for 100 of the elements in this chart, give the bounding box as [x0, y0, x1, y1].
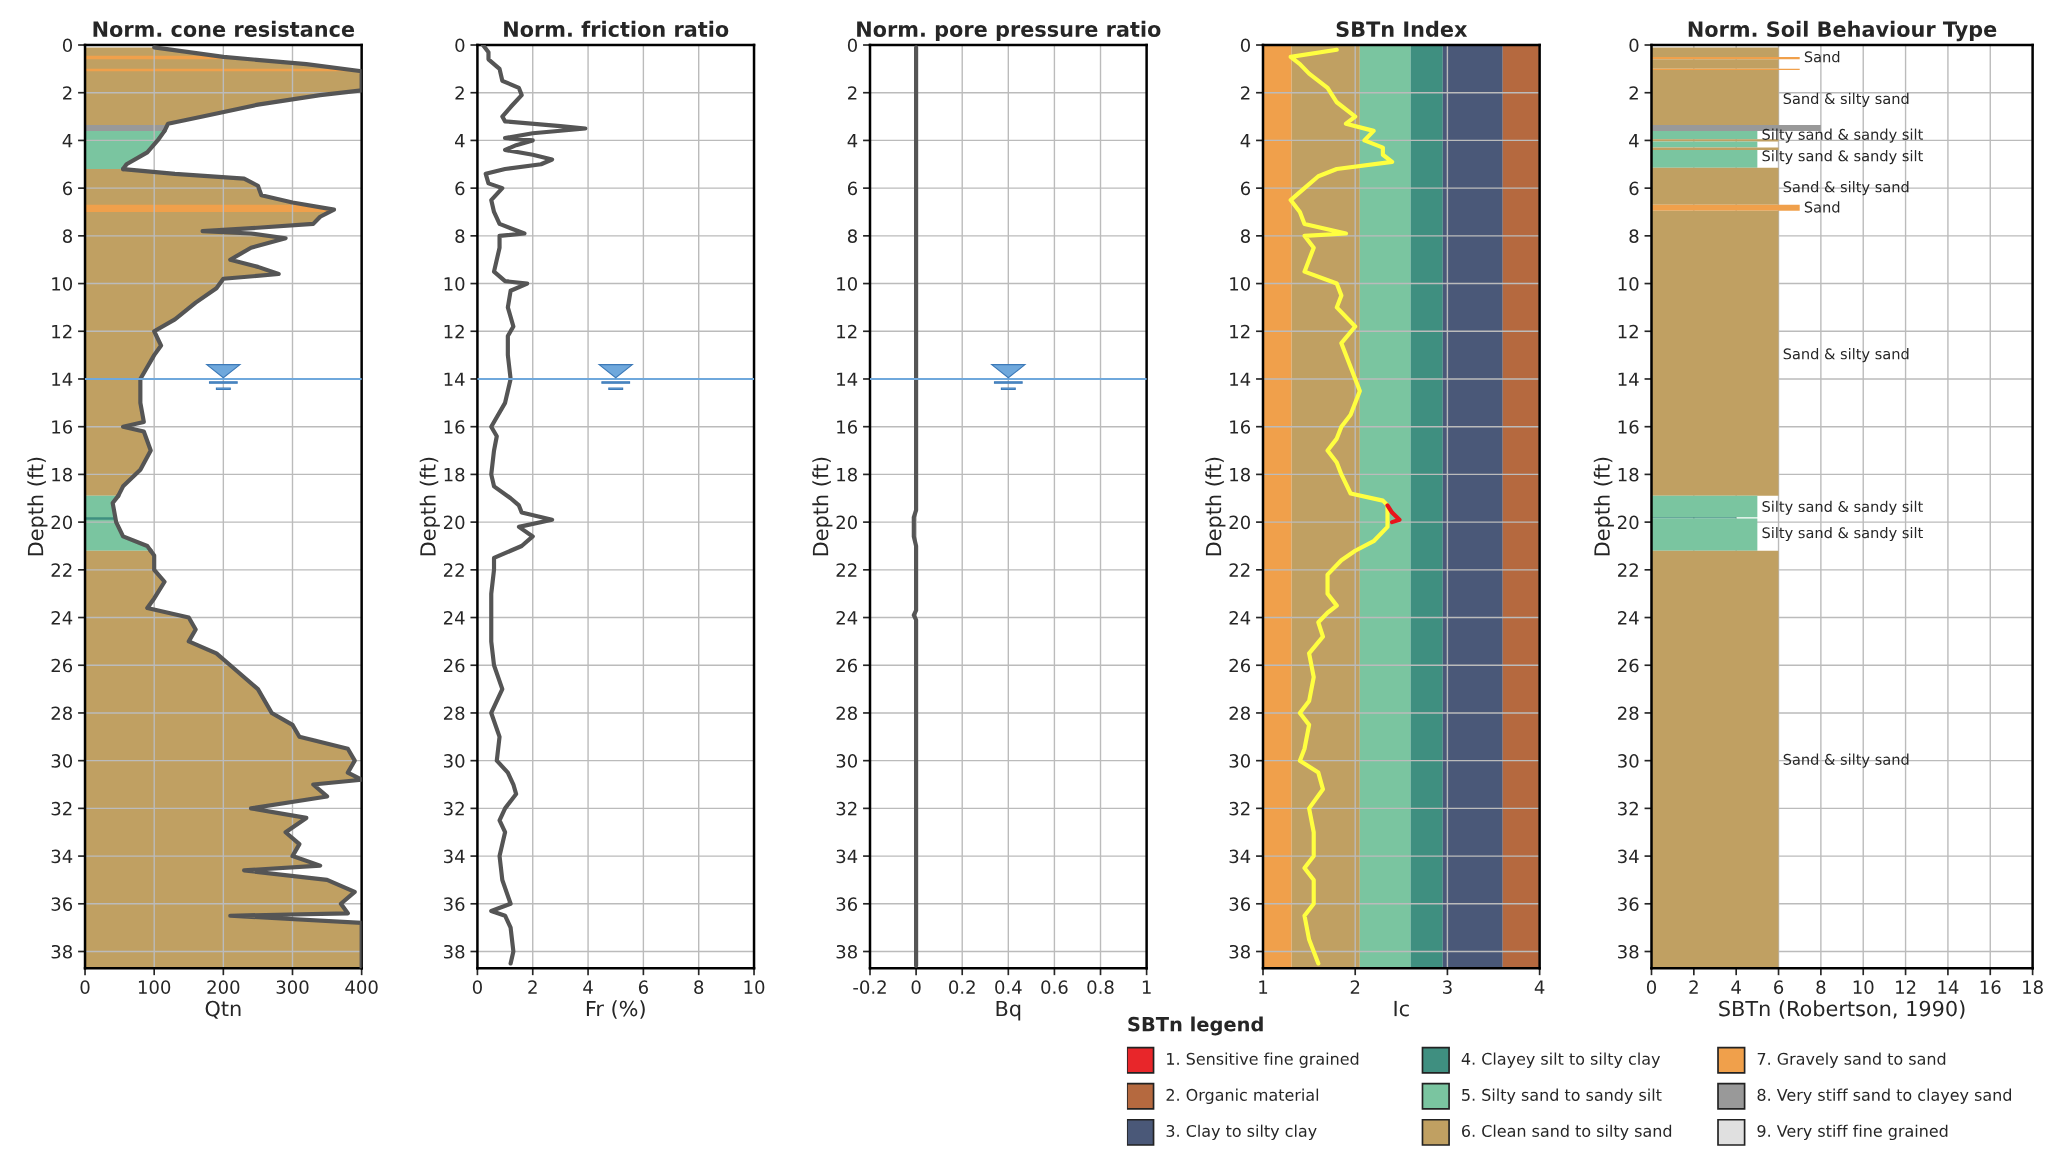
y-tick-label: 8	[455, 229, 465, 243]
y-tick-label: 8	[1629, 229, 1639, 243]
y-tick-label: 24	[836, 610, 858, 625]
y-tick-label: 0	[847, 38, 857, 53]
y-tick-label: 32	[836, 801, 857, 816]
annotation: Silty sand & sandy silt	[1762, 500, 1923, 515]
y-tick-label: 34	[1618, 849, 1639, 864]
y-tick-label: 24	[51, 610, 73, 625]
annotation: Silty sand & sandy silt	[1762, 526, 1923, 542]
category-label: 6. Clean sand to silty sand	[1462, 1124, 1672, 1141]
chart-title: Norm. Soil Behaviour Type	[1688, 20, 1997, 42]
y-tick-label: 38	[444, 944, 465, 959]
y-tick-label: 28	[51, 706, 72, 721]
x-tick-label: 18	[2023, 980, 2043, 994]
x-tick-label: 4	[583, 980, 593, 994]
x-tick-label: 0	[911, 980, 921, 994]
y-tick-label: 2	[848, 86, 857, 100]
y-tick-label: 36	[444, 897, 465, 911]
y-tick-label: 6	[63, 181, 73, 196]
x-tick-label: 0.8	[1087, 980, 1114, 994]
y-tick-label: 30	[1229, 754, 1250, 768]
chart-title: Norm. cone resistance	[93, 20, 355, 37]
y-axis-title: Depth (ft)	[812, 457, 833, 556]
y-tick-label: 18	[837, 467, 857, 482]
y-tick-label: 32	[51, 801, 72, 816]
y-tick-label: 2	[1629, 86, 1638, 100]
x-tick-label: 300	[276, 980, 309, 994]
y-tick-label: 16	[52, 420, 73, 434]
y-tick-label: 6	[455, 181, 465, 196]
y-tick-label: 18	[52, 467, 72, 482]
x-tick-label: 16	[1980, 980, 2001, 994]
category-label: 5. Silty sand to sandy silt	[1462, 1088, 1662, 1105]
x-tick-label: 4	[1534, 980, 1545, 994]
y-tick-label: 10	[1618, 277, 1639, 291]
y-tick-label: 2	[63, 86, 72, 100]
category-label: 4. Clayey silt to silty clay	[1461, 1052, 1661, 1068]
x-tick-label: 10	[1853, 980, 1874, 994]
x-tick-label: 0	[1646, 980, 1657, 994]
y-tick-label: 16	[1230, 420, 1251, 434]
x-tick-label: 400	[345, 980, 378, 994]
y-tick-label: 0	[1629, 38, 1639, 53]
y-tick-label: 4	[62, 134, 73, 148]
category-label: 7. Gravely sand to sand	[1757, 1052, 1946, 1068]
y-tick-label: 20	[51, 515, 73, 530]
y-tick-label: 30	[1618, 754, 1639, 768]
y-tick-label: 20	[1229, 515, 1250, 530]
y-tick-label: 28	[1229, 706, 1250, 721]
x-tick-label: 6	[638, 980, 648, 994]
category-label: 3. Clay to silty clay	[1166, 1124, 1317, 1141]
y-tick-label: 6	[847, 181, 858, 196]
y-tick-label: 4	[1629, 134, 1639, 148]
y-tick-label: 20	[443, 515, 465, 530]
y-tick-label: 18	[1230, 467, 1250, 482]
category-label: 2. Organic material	[1166, 1088, 1319, 1105]
y-tick-label: 34	[836, 849, 858, 864]
y-tick-label: 22	[443, 563, 464, 577]
y-tick-label: 36	[1618, 897, 1639, 911]
y-tick-label: 14	[52, 372, 73, 386]
y-tick-label: 36	[836, 897, 858, 911]
x-tick-label: 10	[744, 980, 765, 994]
chart-title: Norm. pore pressure ratio	[857, 20, 1161, 42]
y-tick-label: 26	[1618, 658, 1639, 673]
y-tick-label: 6	[1240, 181, 1251, 196]
x-tick-label: 2	[1689, 980, 1698, 994]
y-tick-label: 38	[1229, 944, 1250, 959]
y-tick-label: 6	[1629, 181, 1639, 196]
y-tick-label: 0	[455, 38, 465, 53]
y-tick-label: 38	[1618, 944, 1639, 959]
annotation: Sand & silty sand	[1783, 753, 1909, 768]
y-tick-label: 10	[837, 277, 857, 291]
x-axis-title: Ic	[1394, 1000, 1409, 1017]
y-tick-label: 22	[51, 563, 72, 577]
y-tick-label: 32	[444, 801, 464, 816]
x-tick-label: 14	[1938, 980, 1959, 994]
y-tick-label: 4	[1240, 134, 1251, 148]
line-series	[911, 45, 919, 968]
y-tick-label: 2	[455, 86, 464, 100]
annotation: Sand & silty sand	[1783, 181, 1909, 196]
x-tick-label: 6	[1774, 980, 1784, 994]
y-tick-label: 16	[1618, 420, 1639, 434]
y-tick-label: 14	[1230, 372, 1251, 386]
y-tick-label: 14	[1618, 372, 1639, 386]
y-tick-label: 12	[444, 324, 464, 339]
annotation: Silty sand & sandy silt	[1762, 128, 1923, 143]
x-tick-label: 2	[1350, 980, 1360, 994]
y-tick-label: 30	[51, 754, 73, 768]
y-tick-label: 12	[1230, 324, 1250, 339]
x-tick-label: 0	[80, 980, 90, 994]
y-tick-label: 14	[444, 372, 465, 386]
x-tick-label: 4	[1731, 980, 1741, 994]
y-tick-label: 22	[836, 563, 857, 577]
x-tick-label: 100	[138, 980, 171, 994]
y-tick-label: 8	[62, 229, 72, 243]
y-tick-label: 38	[51, 944, 72, 959]
y-axis-title: Depth (ft)	[419, 457, 440, 556]
y-tick-label: 26	[51, 658, 73, 673]
y-tick-label: 38	[836, 944, 857, 959]
y-tick-label: 28	[443, 706, 465, 721]
y-axis-title: Depth (ft)	[1593, 457, 1614, 556]
y-tick-label: 28	[836, 706, 857, 721]
